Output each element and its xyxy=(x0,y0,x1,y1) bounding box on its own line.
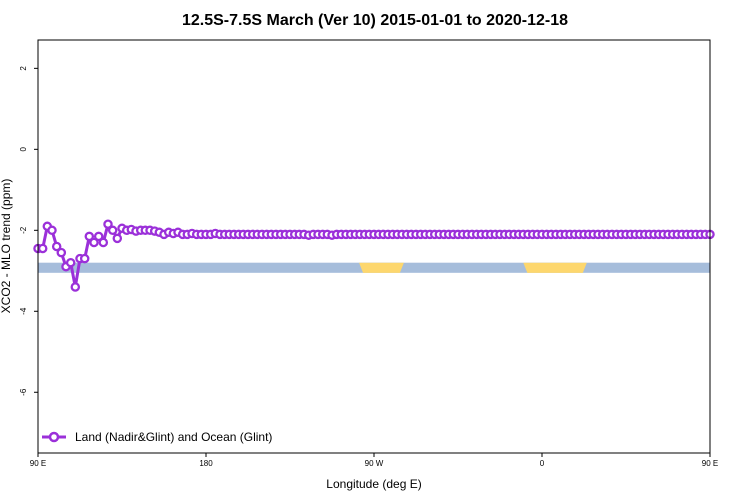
data-point xyxy=(37,243,48,254)
data-point xyxy=(79,253,90,264)
land-band-segment xyxy=(523,262,587,273)
plot-frame xyxy=(37,39,711,454)
data-point xyxy=(51,241,62,252)
legend: Land (Nadir&Glint) and Ocean (Glint) xyxy=(42,430,272,444)
y-tick-label: -4 xyxy=(19,307,28,315)
y-tick-label: -2 xyxy=(19,226,28,234)
y-tick-label: 2 xyxy=(19,66,28,71)
data-point xyxy=(65,257,76,268)
x-axis-label: Longitude (deg E) xyxy=(326,477,421,491)
x-tick-label: 180 xyxy=(199,459,213,468)
data-point xyxy=(56,247,67,258)
x-tick-label: 90 E xyxy=(30,459,46,468)
data-point xyxy=(89,237,99,248)
series-layer xyxy=(33,219,715,292)
land-ocean-band xyxy=(38,262,710,273)
data-point xyxy=(103,219,113,229)
legend-label: Land (Nadir&Glint) and Ocean (Glint) xyxy=(75,430,272,444)
x-axis: 90 E 180 90 W 0 90 E xyxy=(30,453,718,468)
data-point xyxy=(98,237,109,248)
data-point xyxy=(112,233,123,244)
y-axis: 2 0 -2 -4 -6 xyxy=(19,66,38,396)
data-point xyxy=(70,282,81,292)
land-band-segment xyxy=(359,262,404,273)
legend-marker xyxy=(48,431,60,443)
y-axis-label: XCO2 - MLO trend (ppm) xyxy=(0,179,13,314)
data-point xyxy=(84,231,95,242)
chart-title: 12.5S-7.5S March (Ver 10) 2015-01-01 to … xyxy=(182,12,568,29)
x-tick-label: 0 xyxy=(540,459,545,468)
x-tick-label: 90 E xyxy=(702,459,718,468)
y-tick-label: -6 xyxy=(19,388,28,396)
data-point xyxy=(47,225,57,236)
x-tick-label: 90 W xyxy=(365,459,384,468)
data-point xyxy=(93,231,104,242)
data-point xyxy=(107,225,118,236)
y-tick-label: 0 xyxy=(19,147,28,152)
